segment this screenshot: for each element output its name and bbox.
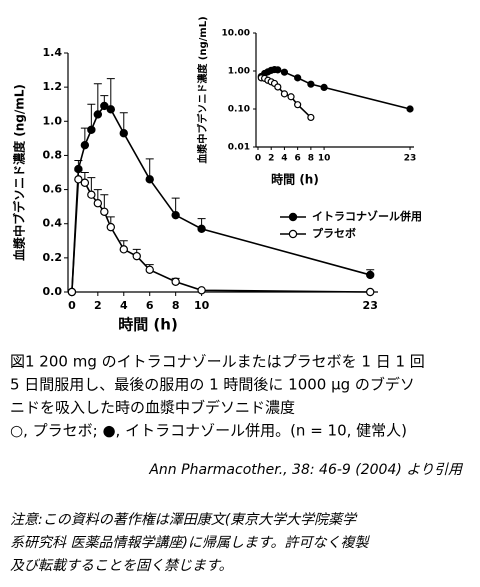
data-point [294, 74, 302, 82]
x-tick-label: 4 [120, 299, 128, 312]
x-tick-label: 8 [172, 299, 180, 312]
x-tick-label: 10 [194, 299, 210, 312]
data-point [87, 190, 96, 199]
error-bar [93, 83, 102, 115]
y-tick-label: 0.01 [228, 143, 250, 153]
x-tick-label: 0 [255, 154, 261, 164]
caption-line: ○, プラセボ; ●, イトラコナゾール併用。(n = 10, 健常人) [10, 422, 407, 440]
data-point [80, 178, 90, 187]
y-tick-label: 0.4 [43, 217, 63, 230]
data-point [106, 222, 116, 232]
y-tick-label: 0.10 [228, 105, 250, 115]
data-point [294, 101, 302, 109]
data-point [274, 66, 282, 74]
data-point [100, 101, 109, 111]
data-point [67, 287, 77, 297]
data-point [74, 175, 83, 184]
x-tick-label: 2 [268, 154, 274, 164]
data-point [320, 83, 328, 92]
data-point [280, 68, 289, 76]
x-tick-label: 6 [146, 299, 154, 312]
data-point [119, 245, 128, 254]
data-point [197, 286, 206, 295]
data-point [307, 80, 315, 88]
data-point [119, 129, 128, 138]
notice-line: 注意:この資料の著作権は澤田康文(東京大学大学院薬学 [10, 512, 358, 528]
x-tick-label: 23 [404, 154, 417, 164]
x-tick-label: 8 [308, 154, 314, 164]
y-axis-label: 血漿中ブデソニド濃度 (ng/mL) [12, 84, 27, 261]
data-point [307, 113, 315, 122]
data-point [274, 83, 282, 91]
caption-line: 5 日間服用し、最後の服用の 1 時間後に 1000 μg のブデソ [10, 376, 415, 394]
legend-label: プラセボ [312, 226, 356, 240]
x-tick-label: 6 [295, 154, 301, 164]
data-point [87, 125, 96, 135]
series-line [71, 104, 371, 293]
notice-line: 及び転載することを固く禁じます。 [10, 558, 233, 574]
y-tick-label: 1.2 [43, 80, 63, 93]
data-point [366, 287, 375, 297]
caption-line: 図1 200 mg のイトラコナゾールまたはプラセボを 1 日 1 回 [10, 353, 425, 371]
y-tick-label: 1.00 [228, 67, 250, 77]
data-point [366, 270, 375, 280]
x-axis-label: 時間 (h) [271, 172, 319, 187]
y-tick-label: 1.4 [43, 46, 63, 59]
legend-marker [288, 229, 298, 239]
error-bar [106, 78, 115, 110]
data-point [145, 175, 154, 184]
data-point [197, 224, 206, 234]
data-point [132, 251, 141, 261]
y-axis-label: 血漿中ブデソニド濃度 (ng/mL) [196, 16, 209, 163]
data-point [80, 140, 90, 150]
x-tick-label: 4 [281, 154, 287, 164]
y-tick-label: 10.00 [222, 29, 250, 39]
x-tick-label: 10 [318, 154, 331, 164]
caption-line: ニドを吸入した時の血漿中ブデソニド濃度 [10, 399, 295, 417]
data-point [171, 210, 180, 220]
x-tick-label: 23 [363, 299, 378, 312]
notice-line: 系研究科 医薬品情報学講座)に帰属します。許可なく複製 [10, 535, 371, 551]
data-point [145, 265, 154, 275]
data-point [406, 105, 414, 113]
citation: Ann Pharmacother., 38: 46-9 (2004) より引用 [148, 462, 464, 478]
data-point [100, 207, 109, 216]
legend-label: イトラコナゾール併用 [312, 209, 422, 223]
data-point [287, 93, 295, 101]
x-tick-label: 0 [68, 299, 76, 312]
data-point [93, 110, 103, 119]
y-tick-label: 0.2 [43, 251, 63, 264]
x-axis-label: 時間 (h) [118, 316, 178, 334]
data-point [106, 105, 116, 114]
y-tick-label: 0.6 [43, 183, 63, 196]
data-point [280, 90, 289, 98]
x-tick-label: 2 [94, 299, 102, 312]
error-bar [87, 103, 96, 130]
y-tick-label: 0.0 [43, 285, 63, 298]
y-tick-label: 0.8 [43, 148, 63, 161]
data-point [171, 277, 180, 286]
y-tick-label: 1.0 [43, 114, 63, 127]
data-point [93, 199, 103, 208]
legend-marker [288, 212, 298, 222]
